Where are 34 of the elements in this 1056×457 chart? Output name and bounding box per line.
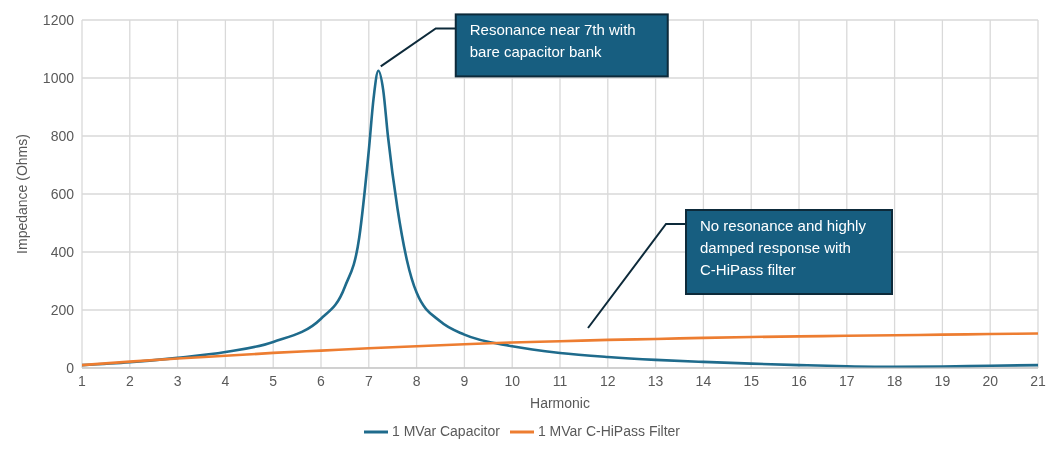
x-axis-title: Harmonic: [530, 395, 590, 411]
x-tick-label: 8: [412, 372, 421, 389]
y-axis-title: Impedance (Ohms): [13, 134, 30, 254]
annotation: No resonance and highly damped response with C-HiPass filter: [700, 217, 867, 278]
x-tick-label: 5: [269, 372, 278, 389]
y-tick-label: 400: [50, 243, 75, 260]
legend-label: 1 MVar C-HiPass Filter: [537, 422, 680, 439]
x-tick-label: 3: [173, 372, 182, 389]
x-tick-label: 10: [504, 372, 521, 389]
x-tick-label: 11: [552, 372, 568, 389]
x-tick-label: 7: [364, 372, 373, 389]
x-tick-label: 21: [1030, 372, 1046, 389]
x-tick-label: 19: [934, 372, 951, 389]
x-tick-label: 20: [982, 372, 999, 389]
x-tick-label: 4: [221, 372, 230, 389]
x-tick-label: 9: [460, 372, 469, 389]
y-tick-label: 0: [66, 359, 75, 376]
x-tick-label: 14: [695, 372, 712, 389]
x-tick-label: 1: [78, 372, 87, 389]
x-tick-label: 17: [839, 372, 855, 389]
x-tick-label: 12: [600, 372, 616, 389]
x-tick-label: 6: [317, 372, 326, 389]
x-tick-label: 16: [791, 372, 807, 389]
y-tick-label: 1000: [42, 69, 75, 86]
annotation: Resonance near 7th with bare capacitor bank: [469, 21, 636, 61]
y-tick-label: 800: [50, 127, 75, 144]
y-tick-label: 1200: [42, 11, 75, 28]
x-tick-label: 18: [886, 372, 903, 389]
legend-label: 1 MVar Capacitor: [392, 422, 500, 439]
y-tick-label: 600: [50, 185, 75, 202]
x-tick-label: 13: [647, 372, 664, 389]
x-tick-label: 2: [125, 372, 134, 389]
x-tick-label: 15: [743, 372, 760, 389]
y-tick-label: 200: [50, 301, 75, 318]
